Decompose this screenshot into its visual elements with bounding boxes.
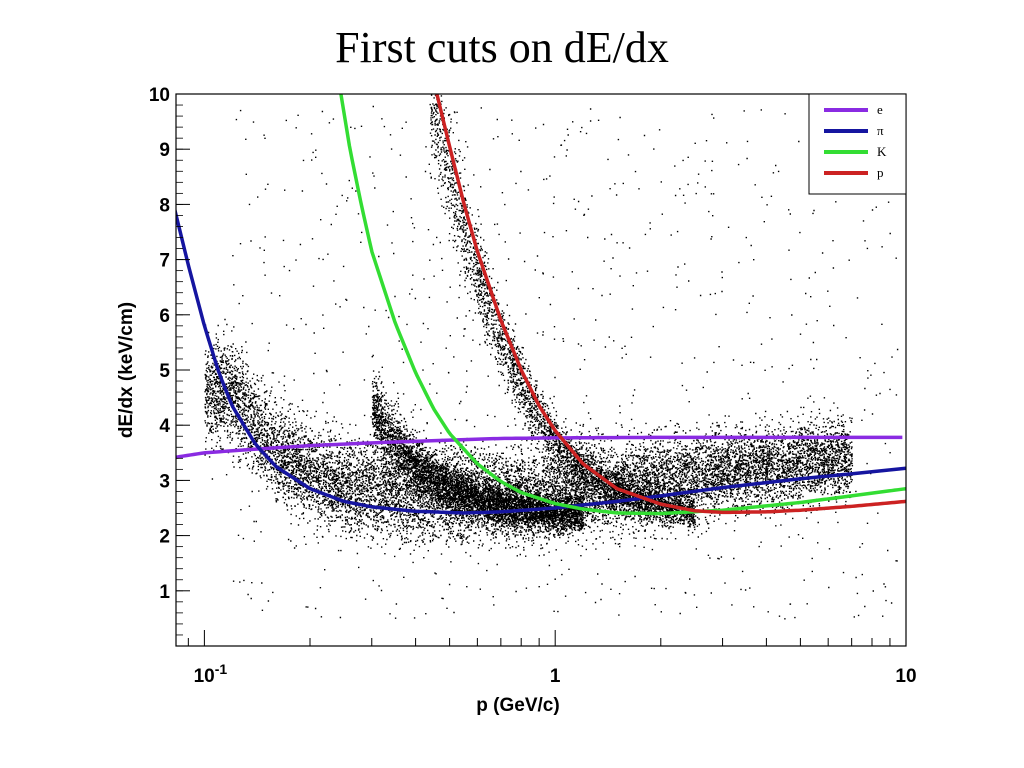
x-tick-label: 1 [550, 666, 561, 687]
legend-label-pi: π [877, 123, 884, 138]
y-tick-label: 5 [159, 361, 170, 382]
band-curves [176, 94, 906, 516]
curve-pi [176, 207, 906, 515]
y-tick-label: 7 [159, 251, 170, 272]
y-tick-label: 9 [159, 140, 170, 161]
y-tick-label: 8 [159, 195, 170, 216]
y-tick-label: 6 [159, 306, 170, 327]
curve-e [176, 435, 903, 459]
legend-label-e: e [877, 102, 883, 117]
x-axis: 10-1 1 10 [187, 630, 917, 687]
y-tick-label: 3 [159, 471, 170, 492]
curve-p [435, 94, 906, 515]
legend-label-k: K [877, 144, 887, 159]
y-tick-label: 4 [159, 416, 170, 437]
curve-k [339, 94, 906, 516]
y-tick-label: 1 [159, 582, 170, 603]
legend-label-p: p [877, 165, 884, 180]
x-axis-label: p (GeV/c) [476, 695, 559, 716]
slide-title: First cuts on dE/dx [335, 23, 669, 72]
y-axis: 1 2 3 4 5 6 7 8 9 10 [149, 85, 190, 647]
x-tick-label: 10-1 [194, 661, 228, 687]
y-axis-label: dE/dx (keV/cm) [116, 302, 137, 438]
y-tick-label: 2 [159, 527, 170, 548]
x-tick-label: 10 [895, 666, 916, 687]
plot-area [176, 94, 906, 646]
y-tick-label: 10 [149, 85, 170, 106]
